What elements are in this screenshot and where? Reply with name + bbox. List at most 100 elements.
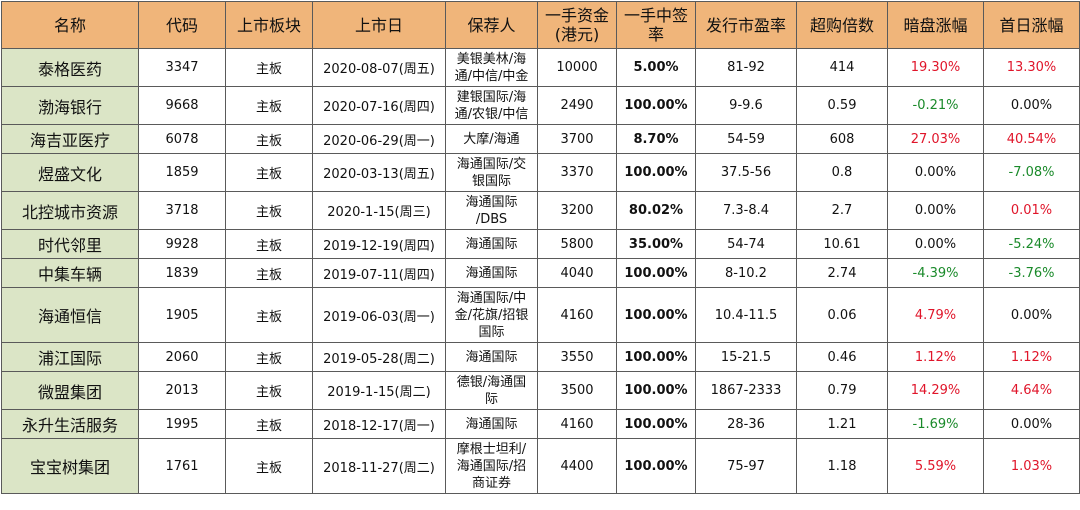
cell-code: 2013	[138, 371, 226, 410]
cell-board: 主板	[225, 342, 313, 372]
cell-first: -7.08%	[983, 153, 1080, 192]
header-board: 上市板块	[225, 1, 313, 49]
header-pe: 发行市盈率	[695, 1, 797, 49]
cell-date: 2020-06-29(周一)	[312, 124, 446, 154]
ipo-table: 名称 代码 上市板块 上市日 保荐人 一手资金 (港元) 一手中签 率 发行市盈…	[1, 1, 1080, 494]
cell-name: 海通恒信	[1, 287, 139, 343]
cell-board: 主板	[225, 438, 313, 494]
cell-code: 6078	[138, 124, 226, 154]
cell-lot: 2490	[537, 86, 617, 125]
cell-sponsor: 海通国际 /DBS	[445, 191, 538, 230]
table-row: 海吉亚医疗 6078 主板 2020-06-29(周一) 大摩/海通 3700 8.70% 5…	[1, 124, 1080, 154]
cell-board: 主板	[225, 191, 313, 230]
cell-first: 40.54%	[983, 124, 1080, 154]
cell-board: 主板	[225, 409, 313, 439]
cell-board: 主板	[225, 371, 313, 410]
cell-name: 北控城市资源	[1, 191, 139, 230]
cell-date: 2018-12-17(周一)	[312, 409, 446, 439]
cell-first: -3.76%	[983, 258, 1080, 288]
cell-grey: 4.79%	[887, 287, 984, 343]
cell-pe: 1867-2333	[695, 371, 797, 410]
cell-lot: 4040	[537, 258, 617, 288]
cell-sponsor: 海通国际	[445, 258, 538, 288]
cell-pe: 54-59	[695, 124, 797, 154]
header-rate: 一手中签 率	[616, 1, 696, 49]
cell-code: 9928	[138, 229, 226, 259]
cell-oversub: 608	[796, 124, 888, 154]
cell-name: 泰格医药	[1, 48, 139, 87]
header-grey: 暗盘涨幅	[887, 1, 984, 49]
cell-board: 主板	[225, 124, 313, 154]
cell-oversub: 0.06	[796, 287, 888, 343]
cell-sponsor: 海通国际/中 金/花旗/招银 国际	[445, 287, 538, 343]
cell-grey: 5.59%	[887, 438, 984, 494]
cell-date: 2018-11-27(周二)	[312, 438, 446, 494]
cell-oversub: 10.61	[796, 229, 888, 259]
cell-date: 2019-05-28(周二)	[312, 342, 446, 372]
cell-rate: 8.70%	[616, 124, 696, 154]
cell-lot: 3550	[537, 342, 617, 372]
cell-rate: 100.00%	[616, 258, 696, 288]
cell-first: 1.03%	[983, 438, 1080, 494]
cell-sponsor: 海通国际	[445, 409, 538, 439]
cell-pe: 81-92	[695, 48, 797, 87]
cell-date: 2020-07-16(周四)	[312, 86, 446, 125]
table-row: 海通恒信 1905 主板 2019-06-03(周一) 海通国际/中 金/花旗/招银 国…	[1, 287, 1080, 343]
cell-name: 宝宝树集团	[1, 438, 139, 494]
table-row: 泰格医药 3347 主板 2020-08-07(周五) 美银美林/海 通/中信/中金 10…	[1, 48, 1080, 87]
cell-grey: 0.00%	[887, 191, 984, 230]
header-code: 代码	[138, 1, 226, 49]
table-row: 永升生活服务 1995 主板 2018-12-17(周一) 海通国际 4160 100.00…	[1, 409, 1080, 439]
cell-pe: 10.4-11.5	[695, 287, 797, 343]
cell-pe: 54-74	[695, 229, 797, 259]
cell-lot: 3370	[537, 153, 617, 192]
cell-name: 时代邻里	[1, 229, 139, 259]
cell-grey: 14.29%	[887, 371, 984, 410]
cell-date: 2019-07-11(周四)	[312, 258, 446, 288]
cell-grey: 1.12%	[887, 342, 984, 372]
cell-grey: 19.30%	[887, 48, 984, 87]
table-row: 浦江国际 2060 主板 2019-05-28(周二) 海通国际 3550 100.00% 1…	[1, 342, 1080, 372]
cell-lot: 10000	[537, 48, 617, 87]
cell-code: 1995	[138, 409, 226, 439]
cell-rate: 100.00%	[616, 342, 696, 372]
cell-pe: 8-10.2	[695, 258, 797, 288]
cell-code: 1839	[138, 258, 226, 288]
table-row: 宝宝树集团 1761 主板 2018-11-27(周二) 摩根士坦利/ 海通国际/招 商…	[1, 438, 1080, 494]
cell-first: 1.12%	[983, 342, 1080, 372]
cell-oversub: 1.21	[796, 409, 888, 439]
cell-lot: 3500	[537, 371, 617, 410]
cell-oversub: 1.18	[796, 438, 888, 494]
table-row: 时代邻里 9928 主板 2019-12-19(周四) 海通国际 5800 35.00% 54…	[1, 229, 1080, 259]
cell-first: -5.24%	[983, 229, 1080, 259]
cell-lot: 5800	[537, 229, 617, 259]
cell-oversub: 0.59	[796, 86, 888, 125]
cell-name: 中集车辆	[1, 258, 139, 288]
cell-rate: 100.00%	[616, 409, 696, 439]
cell-sponsor: 海通国际/交 银国际	[445, 153, 538, 192]
cell-rate: 100.00%	[616, 153, 696, 192]
header-row: 名称 代码 上市板块 上市日 保荐人 一手资金 (港元) 一手中签 率 发行市盈…	[1, 1, 1080, 49]
cell-sponsor: 海通国际	[445, 342, 538, 372]
cell-name: 浦江国际	[1, 342, 139, 372]
cell-first: 13.30%	[983, 48, 1080, 87]
header-lot: 一手资金 (港元)	[537, 1, 617, 49]
cell-oversub: 2.74	[796, 258, 888, 288]
cell-sponsor: 摩根士坦利/ 海通国际/招 商证券	[445, 438, 538, 494]
cell-grey: -0.21%	[887, 86, 984, 125]
cell-rate: 5.00%	[616, 48, 696, 87]
header-sponsor: 保荐人	[445, 1, 538, 49]
cell-oversub: 0.79	[796, 371, 888, 410]
cell-sponsor: 美银美林/海 通/中信/中金	[445, 48, 538, 87]
cell-lot: 4160	[537, 409, 617, 439]
cell-pe: 75-97	[695, 438, 797, 494]
header-name: 名称	[1, 1, 139, 49]
cell-board: 主板	[225, 86, 313, 125]
cell-name: 微盟集团	[1, 371, 139, 410]
cell-name: 渤海银行	[1, 86, 139, 125]
cell-lot: 3200	[537, 191, 617, 230]
table-row: 北控城市资源 3718 主板 2020-1-15(周三) 海通国际 /DBS 3200 80…	[1, 191, 1080, 230]
table-row: 中集车辆 1839 主板 2019-07-11(周四) 海通国际 4040 100.00% 8…	[1, 258, 1080, 288]
cell-board: 主板	[225, 48, 313, 87]
cell-grey: 0.00%	[887, 229, 984, 259]
